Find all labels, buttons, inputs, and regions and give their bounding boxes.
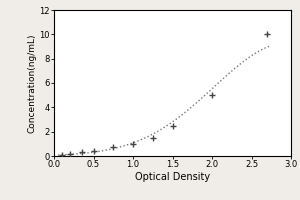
X-axis label: Optical Density: Optical Density (135, 172, 210, 182)
Y-axis label: Concentration(ng/mL): Concentration(ng/mL) (28, 33, 37, 133)
